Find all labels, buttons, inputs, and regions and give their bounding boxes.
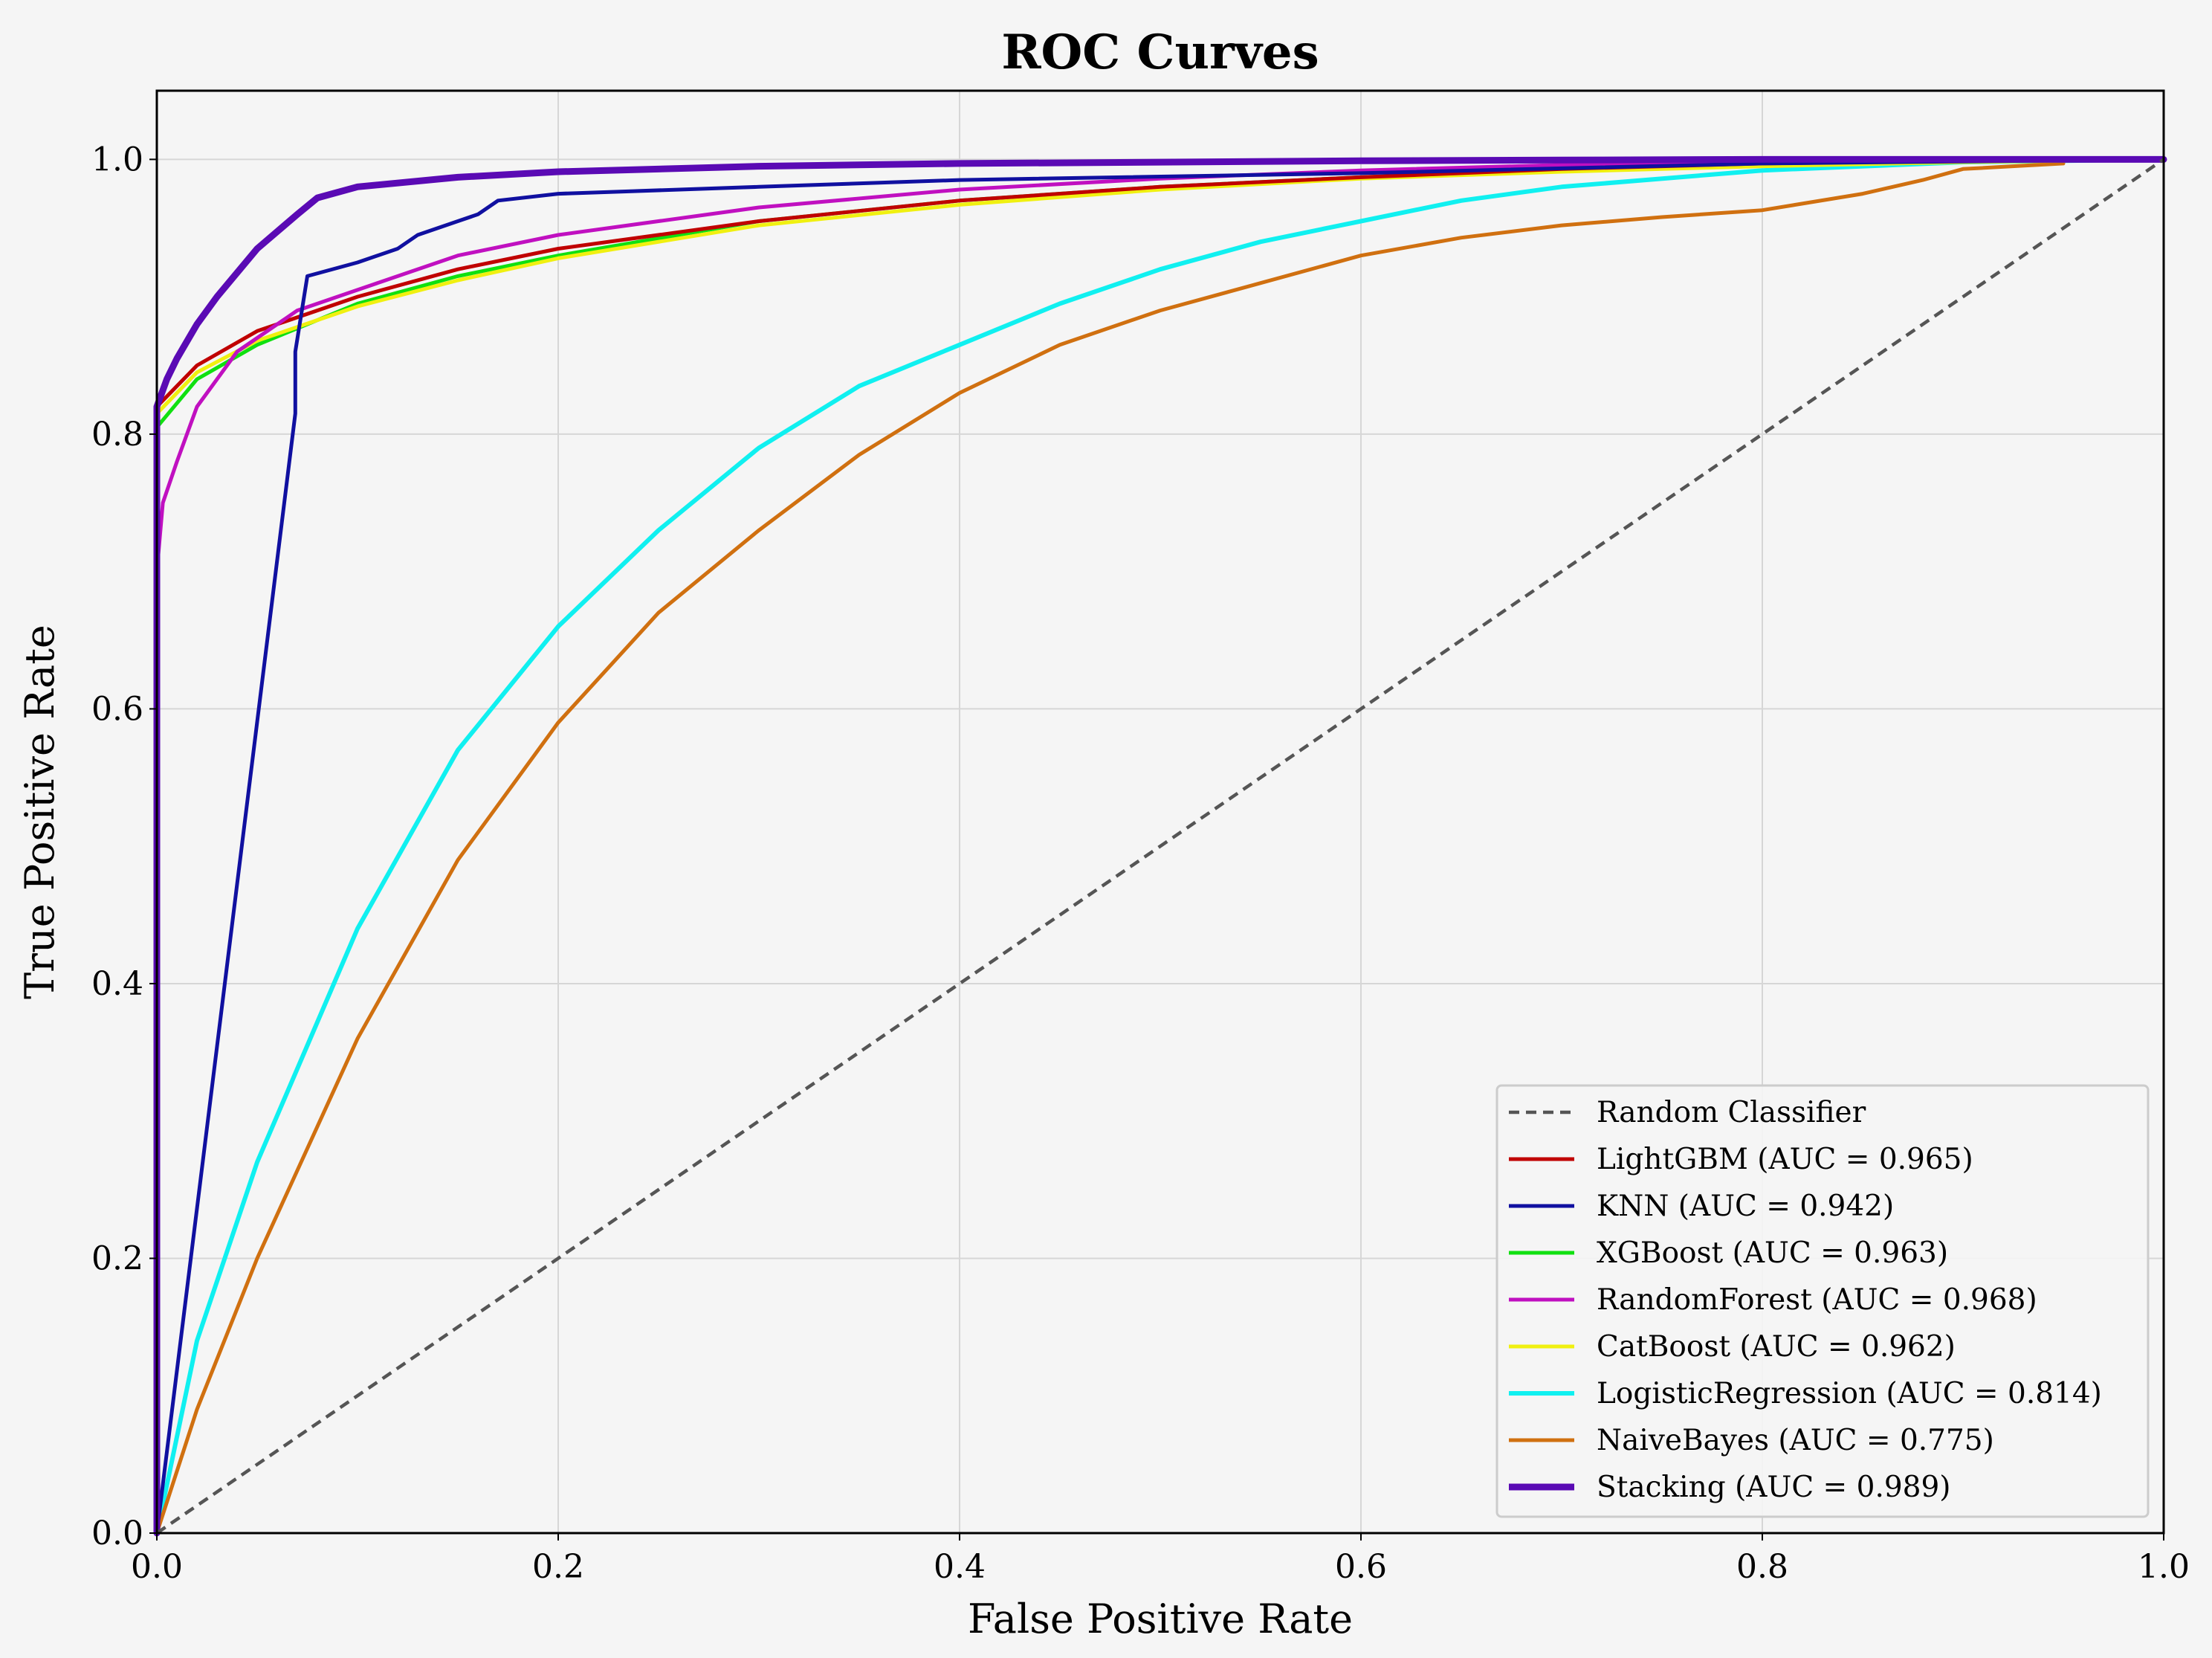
y-axis-label: True Positive Rate [16, 625, 63, 999]
y-tick-label: 1.0 [91, 141, 143, 178]
plot-frame [155, 89, 2165, 1535]
y-tick-label: 0.2 [91, 1239, 143, 1277]
legend-label: NaiveBayes (AUC = 0.775) [1597, 1424, 1994, 1457]
series-layer [153, 155, 2167, 1537]
y-tick-label: 0.4 [91, 965, 143, 1003]
y-tick-label: 0.6 [91, 690, 143, 728]
series-line-randomforest [155, 157, 2166, 1535]
legend-label: Random Classifier [1597, 1096, 1866, 1129]
ticks: 0.0 0.2 0.4 0.6 0.8 1.0 0.0 0.2 0.4 0.6 0.8 1.0 [91, 141, 2190, 1586]
y-tick-label: 0.0 [91, 1515, 143, 1552]
legend-label: LogisticRegression (AUC = 0.814) [1597, 1377, 2102, 1410]
series-line-logisticregression [155, 157, 2166, 1535]
series-line-naivebayes [155, 161, 2066, 1535]
legend-label: XGBoost (AUC = 0.963) [1597, 1236, 1948, 1270]
y-tick-label: 0.8 [91, 416, 143, 454]
series-line-random-classifier [155, 158, 2165, 1535]
chart-title: ROC Curves [1001, 25, 1319, 80]
legend-label: KNN (AUC = 0.942) [1597, 1190, 1894, 1223]
series-line-knn [155, 157, 2166, 1535]
grid [156, 91, 2164, 1534]
legend-label: LightGBM (AUC = 0.965) [1597, 1143, 1973, 1176]
x-tick-label: 0.4 [934, 1548, 986, 1586]
legend-label: Stacking (AUC = 0.989) [1597, 1471, 1951, 1504]
legend: Random Classifier LightGBM (AUC = 0.965) K… [1495, 1084, 2150, 1518]
x-tick-label: 1.0 [2138, 1548, 2190, 1586]
x-tick-label: 0.8 [1736, 1548, 1788, 1586]
legend-box [1495, 1084, 2150, 1518]
series-line-catboost [155, 157, 2166, 1535]
x-tick-label: 0.0 [131, 1548, 183, 1586]
x-tick-label: 0.2 [532, 1548, 584, 1586]
legend-label: RandomForest (AUC = 0.968) [1597, 1283, 2037, 1317]
x-axis-label: False Positive Rate [968, 1596, 1353, 1642]
series-line-stacking [153, 155, 2167, 1537]
legend-label: CatBoost (AUC = 0.962) [1597, 1330, 1956, 1364]
x-tick-label: 0.6 [1335, 1548, 1387, 1586]
